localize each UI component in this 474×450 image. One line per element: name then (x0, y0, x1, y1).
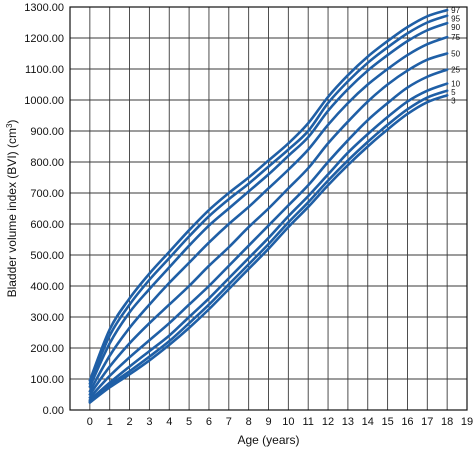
x-tick-label: 12 (322, 416, 334, 428)
percentile-label-95: 95 (451, 15, 460, 24)
x-tick-label: 3 (146, 416, 152, 428)
percentile-label-3: 3 (451, 97, 456, 106)
y-tick-label: 1300.00 (24, 2, 64, 14)
y-tick-label: 600.00 (30, 219, 64, 231)
y-tick-label: 500.00 (30, 250, 64, 262)
y-tick-labels: 0.00 100.00 200.00 300.00 400.00 500.00 600.00… (24, 2, 64, 417)
x-tick-label: 15 (381, 416, 393, 428)
x-tick-label: 10 (282, 416, 294, 428)
y-axis-title-close: ) (5, 120, 19, 124)
percentile-label-97: 97 (451, 6, 460, 15)
percentile-label-90: 90 (451, 23, 460, 32)
x-axis-title: Age (years) (237, 433, 299, 447)
percentile-curve-75 (88, 35, 449, 393)
percentile-curve-50 (88, 52, 449, 396)
y-axis-title: Bladder volume index (BVI) (cm3) (5, 120, 20, 298)
x-tick-label: 19 (461, 416, 473, 428)
y-tick-label: 1100.00 (25, 64, 64, 76)
percentile-label-5: 5 (451, 88, 456, 97)
percentile-curves (88, 8, 449, 404)
percentile-curve-95 (88, 14, 449, 385)
y-axis-title-sup: 3 (5, 123, 14, 128)
y-axis-title-main: Bladder volume index (BVI) (cm (5, 128, 19, 297)
x-tick-labels: 0 1 2 3 4 5 6 7 8 9 10 11 12 13 14 15 16 17 18 19 (87, 416, 473, 428)
x-tick-label: 16 (401, 416, 413, 428)
percentile-label-75: 75 (451, 33, 460, 42)
x-tick-label: 6 (206, 416, 212, 428)
percentile-curve-25 (88, 68, 449, 399)
x-tick-label: 8 (246, 416, 252, 428)
percentile-curve-3 (88, 94, 449, 404)
x-tick-label: 17 (421, 416, 433, 428)
y-tick-label: 300.00 (30, 312, 64, 324)
percentile-label-25: 25 (451, 66, 460, 75)
percentile-label-50: 50 (451, 50, 460, 59)
y-tick-label: 800.00 (30, 157, 64, 169)
x-tick-label: 14 (362, 416, 374, 428)
percentile-curve-5 (88, 89, 449, 403)
y-tick-label: 1000.00 (24, 95, 64, 107)
y-tick-label: 0.00 (43, 405, 64, 417)
y-tick-label: 1200.00 (24, 33, 64, 45)
percentile-curve-97 (88, 8, 449, 382)
y-tick-label: 900.00 (30, 126, 64, 138)
y-tick-label: 400.00 (30, 281, 64, 293)
x-tick-label: 13 (342, 416, 354, 428)
percentile-curve-10 (88, 82, 449, 402)
x-tick-label: 11 (302, 416, 313, 428)
x-tick-label: 1 (107, 416, 113, 428)
percentile-label-10: 10 (451, 80, 460, 89)
x-tick-label: 5 (186, 416, 192, 428)
x-tick-label: 4 (166, 416, 172, 428)
plot-frame (69, 6, 468, 411)
y-tick-label: 100.00 (30, 374, 64, 386)
percentile-curve-90 (88, 21, 449, 389)
x-tick-label: 2 (126, 416, 132, 428)
x-tick-label: 0 (87, 416, 93, 428)
y-tick-label: 200.00 (30, 343, 64, 355)
x-tick-label: 7 (226, 416, 232, 428)
x-tick-label: 9 (265, 416, 271, 428)
x-tick-label: 18 (441, 416, 453, 428)
y-tick-label: 700.00 (30, 188, 64, 200)
